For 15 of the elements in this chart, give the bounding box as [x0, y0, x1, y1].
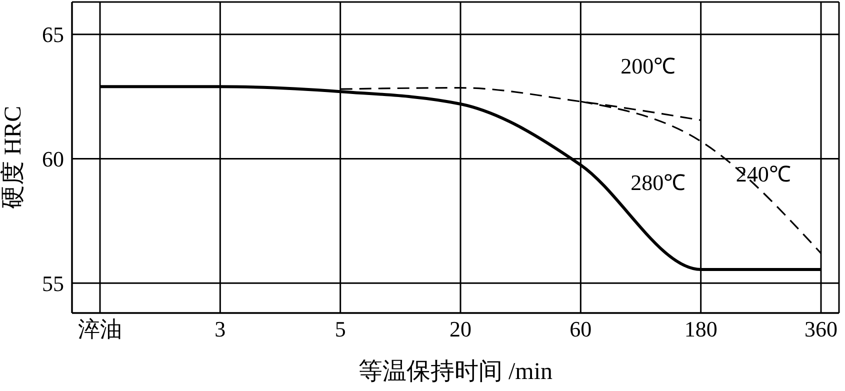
y-tick-label: 55	[42, 270, 64, 296]
series-label: 240℃	[736, 161, 791, 186]
series-label: 200℃	[620, 54, 676, 79]
x-tick-label: 淬油	[78, 316, 122, 342]
y-tick-label: 65	[42, 22, 64, 48]
x-axis-title: 等温保持时间 /min	[358, 359, 553, 385]
x-tick-label: 360	[804, 316, 838, 342]
series-label: 280℃	[630, 170, 686, 195]
x-tick-label: 20	[450, 316, 472, 342]
x-tick-label: 60	[570, 316, 592, 342]
x-tick-label: 5	[334, 316, 346, 342]
x-tick-label: 3	[214, 316, 226, 342]
x-tick-label: 180	[684, 316, 718, 342]
y-axis-title: 硬度 HRC	[0, 106, 27, 210]
y-tick-label: 60	[42, 146, 64, 172]
